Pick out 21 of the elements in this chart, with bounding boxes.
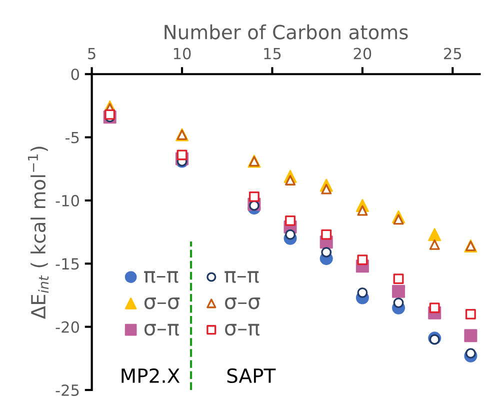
legend-label: σ–π (144, 324, 179, 336)
y-tick-label: -15 (56, 258, 79, 270)
x-tick-label: 10 (174, 48, 191, 60)
x-axis-title: Number of Carbon atoms (164, 24, 408, 40)
y-tick-label: -10 (56, 194, 79, 206)
legend-label: σ–σ (225, 298, 260, 310)
x-tick-label: 15 (264, 48, 281, 60)
y-axis-title: ΔE$_{int}$ ( kcal mol$^{−1}$) (28, 146, 49, 320)
annotation: SAPT (227, 368, 276, 384)
x-tick-label: 5 (88, 48, 96, 60)
x-tick-label: 25 (444, 48, 462, 60)
y-tick-label: 0 (71, 68, 79, 80)
legend-label: π–π (224, 271, 259, 283)
y-tick-label: -20 (56, 321, 79, 333)
annotation: MP2.X (122, 368, 180, 383)
legend-label: π–π (144, 271, 178, 283)
legend-label: σ–π (225, 324, 260, 336)
x-tick-label: 20 (354, 48, 372, 60)
y-tick-label: -25 (56, 384, 79, 396)
y-tick-label: -5 (66, 132, 79, 144)
legend-label: σ–σ (144, 298, 180, 310)
